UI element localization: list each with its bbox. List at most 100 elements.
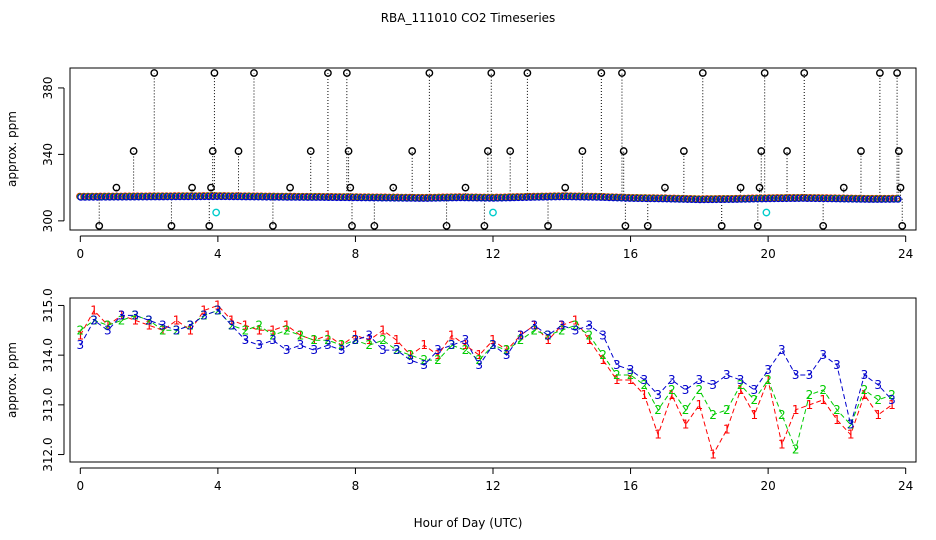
baseline-point bbox=[869, 195, 877, 203]
baseline-point bbox=[832, 195, 840, 203]
baseline-point bbox=[894, 195, 902, 203]
baseline-point bbox=[877, 195, 886, 203]
baseline-point bbox=[539, 193, 547, 201]
outlier-point bbox=[208, 147, 217, 155]
series-point-label: 2 bbox=[338, 338, 346, 352]
baseline-point bbox=[807, 194, 815, 203]
baseline-point bbox=[362, 194, 370, 202]
baseline-point bbox=[147, 193, 155, 201]
series-point-label: 2 bbox=[585, 328, 593, 342]
outlier-point bbox=[286, 183, 294, 192]
series-point-label: 1 bbox=[420, 338, 428, 352]
outlier-point bbox=[717, 221, 726, 230]
baseline-point bbox=[630, 194, 638, 202]
cyan-point bbox=[762, 208, 771, 217]
series-point-label: 3 bbox=[297, 338, 305, 352]
outlier-point bbox=[800, 69, 809, 77]
series-point-label: 1 bbox=[806, 398, 814, 412]
baseline-point bbox=[584, 193, 593, 201]
baseline-point bbox=[824, 195, 832, 203]
series-line bbox=[80, 309, 893, 452]
baseline-point bbox=[527, 193, 535, 201]
series-point-label: 1 bbox=[214, 298, 222, 312]
baseline-point bbox=[114, 193, 122, 201]
series-point-label: 3 bbox=[627, 363, 635, 377]
baseline-point bbox=[444, 194, 452, 202]
baseline-point bbox=[774, 194, 782, 203]
series-point-label: 1 bbox=[90, 303, 98, 317]
outlier-point bbox=[506, 147, 515, 155]
series-point-label: 1 bbox=[173, 313, 181, 327]
series-point-label: 3 bbox=[187, 318, 195, 332]
baseline-point bbox=[436, 194, 444, 202]
x-tick-label: 8 bbox=[352, 479, 360, 493]
top-panel: approx. ppm 0 4 8 12 16 20 24 300 340 380 bbox=[5, 67, 917, 261]
series-point-label: 2 bbox=[379, 333, 387, 347]
baseline-point bbox=[234, 193, 242, 201]
baseline-point bbox=[374, 194, 382, 202]
baseline-point bbox=[646, 195, 655, 203]
baseline-point bbox=[861, 195, 869, 203]
baseline-point bbox=[209, 192, 217, 201]
series-point-label: 2 bbox=[242, 323, 250, 337]
series-point-label: 2 bbox=[255, 318, 263, 332]
baseline-point bbox=[634, 194, 642, 203]
baseline-point bbox=[180, 193, 188, 201]
series-point-label: 3 bbox=[365, 328, 373, 342]
baseline-point bbox=[531, 193, 539, 201]
baseline-point bbox=[547, 193, 555, 201]
y-tick-label: 312.0 bbox=[41, 437, 55, 471]
baseline-point bbox=[382, 194, 390, 202]
baseline-point bbox=[390, 194, 399, 202]
baseline-point bbox=[729, 195, 737, 203]
series-point-label: 3 bbox=[874, 378, 882, 392]
baseline-point bbox=[853, 195, 861, 203]
series-point-label: 2 bbox=[475, 353, 483, 367]
series-point-label: 3 bbox=[448, 338, 456, 352]
baseline-point bbox=[300, 193, 308, 201]
baseline-point bbox=[576, 193, 584, 201]
baseline-point bbox=[609, 194, 617, 202]
baseline-point bbox=[151, 193, 159, 201]
series-point-label: 2 bbox=[792, 443, 800, 457]
baseline-point bbox=[176, 193, 184, 201]
series-point-label: 2 bbox=[723, 403, 731, 417]
series-point-label: 3 bbox=[613, 358, 621, 372]
series-point-label: 3 bbox=[269, 333, 277, 347]
baseline-point bbox=[749, 195, 758, 203]
series-point-label: 2 bbox=[709, 408, 717, 422]
series-point-label: 1 bbox=[778, 438, 786, 452]
series-point-label: 3 bbox=[104, 323, 112, 337]
outlier-point bbox=[348, 221, 356, 230]
outlier-point bbox=[661, 183, 669, 192]
series-point-label: 1 bbox=[861, 388, 869, 402]
baseline-point bbox=[283, 193, 291, 201]
x-tick-label: 20 bbox=[760, 479, 775, 493]
x-tick-label: 24 bbox=[898, 247, 913, 261]
x-tick-label: 0 bbox=[76, 479, 84, 493]
baseline-point bbox=[556, 193, 564, 201]
x-tick-label: 20 bbox=[760, 247, 775, 261]
series-point-label: 2 bbox=[874, 393, 882, 407]
outlier-point bbox=[408, 147, 417, 155]
series-point-label: 2 bbox=[407, 348, 415, 362]
baseline-point bbox=[514, 193, 522, 202]
outlier-point bbox=[269, 221, 277, 230]
outlier-point bbox=[487, 69, 496, 77]
series-point-label: 1 bbox=[379, 323, 387, 337]
baseline-point bbox=[242, 193, 250, 201]
baseline-point bbox=[225, 193, 234, 201]
series-point-label: 2 bbox=[764, 373, 772, 387]
baseline-point bbox=[168, 193, 176, 201]
baseline-point bbox=[415, 194, 423, 202]
baseline-point bbox=[238, 193, 246, 201]
outlier-point bbox=[875, 69, 884, 77]
outlier-point bbox=[306, 147, 315, 155]
series-point-label: 1 bbox=[269, 323, 277, 337]
series-point-label: 1 bbox=[200, 303, 208, 317]
baseline-point bbox=[886, 195, 894, 203]
series-point-label: 1 bbox=[544, 333, 552, 347]
series-point-label: 2 bbox=[517, 333, 525, 347]
bottom-y-axis-label: approx. ppm bbox=[5, 342, 19, 418]
baseline-point bbox=[250, 193, 258, 201]
